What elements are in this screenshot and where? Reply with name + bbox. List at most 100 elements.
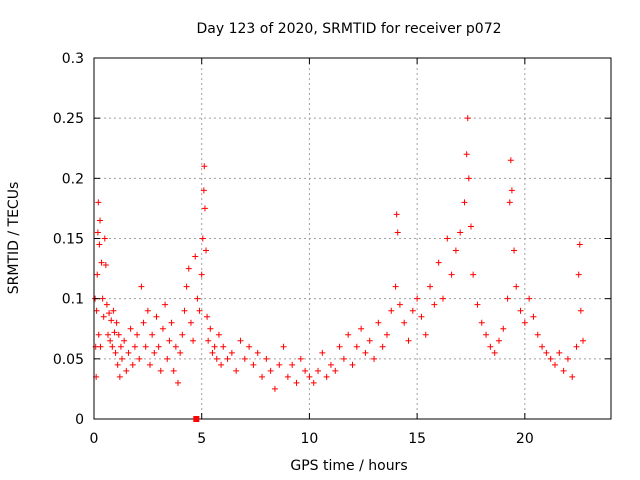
data-point (95, 199, 102, 206)
data-point (353, 343, 360, 350)
data-point (556, 349, 563, 356)
x-tick-label: 15 (408, 431, 426, 447)
data-point (465, 175, 472, 182)
data-point (98, 259, 105, 266)
data-point (134, 331, 141, 338)
data-point (467, 223, 474, 230)
x-tick-label: 10 (301, 431, 319, 447)
data-point (112, 349, 119, 356)
data-point (379, 343, 386, 350)
data-point (319, 349, 326, 356)
data-point (388, 307, 395, 314)
data-point (517, 307, 524, 314)
data-point (162, 301, 169, 308)
data-point (394, 229, 401, 236)
data-point (463, 151, 470, 158)
x-tick-label: 20 (516, 431, 534, 447)
x-tick-label: 0 (90, 431, 99, 447)
x-axis-label: GPS time / hours (290, 458, 407, 474)
data-point (192, 253, 199, 260)
data-point (470, 271, 477, 278)
data-point (201, 205, 208, 212)
grid-lines (94, 58, 611, 419)
data-point (220, 343, 227, 350)
data-point (327, 361, 334, 368)
data-point (198, 271, 205, 278)
data-point (483, 331, 490, 338)
data-point (267, 367, 274, 374)
data-point (228, 349, 235, 356)
data-point (504, 295, 511, 302)
data-point (439, 295, 446, 302)
data-point (511, 247, 518, 254)
data-point (237, 337, 244, 344)
data-point (113, 319, 120, 326)
data-point (405, 337, 412, 344)
data-point (547, 355, 554, 362)
data-point (209, 349, 216, 356)
data-point (203, 247, 210, 254)
data-point (103, 301, 110, 308)
data-point (164, 355, 171, 362)
data-point (302, 367, 309, 374)
data-point (159, 325, 166, 332)
data-point (175, 379, 182, 386)
data-point (172, 343, 179, 350)
data-point (155, 343, 162, 350)
data-point (393, 211, 400, 218)
data-point (427, 283, 434, 290)
data-point (185, 265, 192, 272)
data-point (102, 261, 109, 268)
data-point (560, 367, 567, 374)
data-point (575, 271, 582, 278)
data-point (199, 235, 206, 242)
data-point (96, 241, 103, 248)
data-point (444, 235, 451, 242)
data-point (409, 307, 416, 314)
data-point (190, 337, 197, 344)
data-point (500, 325, 507, 332)
data-point (241, 355, 248, 362)
data-point (117, 343, 124, 350)
data-point (474, 301, 481, 308)
data-point (569, 373, 576, 380)
y-tick-label: 0.2 (62, 171, 84, 187)
data-point (579, 337, 586, 344)
data-point (213, 355, 220, 362)
data-point (149, 331, 156, 338)
data-point (315, 367, 322, 374)
data-point (289, 361, 296, 368)
data-point (551, 361, 558, 368)
data-point (151, 349, 158, 356)
data-point (250, 361, 257, 368)
y-tick-label: 0.1 (62, 292, 84, 308)
data-point (93, 307, 100, 314)
data-point (414, 295, 421, 302)
data-point (142, 343, 149, 350)
data-point (211, 343, 218, 350)
data-point (115, 331, 122, 338)
data-point (205, 337, 212, 344)
data-point (448, 271, 455, 278)
data-point (110, 307, 117, 314)
data-point (170, 367, 177, 374)
data-point (106, 310, 113, 317)
data-point (366, 337, 373, 344)
data-point (168, 319, 175, 326)
data-point (259, 373, 266, 380)
data-point (431, 301, 438, 308)
marker-box (193, 416, 200, 422)
data-point (95, 331, 102, 338)
data-point (109, 343, 116, 350)
data-point (138, 283, 145, 290)
data-point (218, 361, 225, 368)
data-point (177, 349, 184, 356)
y-tick-label: 0.15 (53, 232, 84, 248)
data-point (201, 163, 208, 170)
chart-title: Day 123 of 2020, SRMTID for receiver p07… (196, 21, 501, 37)
data-point (576, 241, 583, 248)
data-point (396, 301, 403, 308)
data-point (362, 349, 369, 356)
